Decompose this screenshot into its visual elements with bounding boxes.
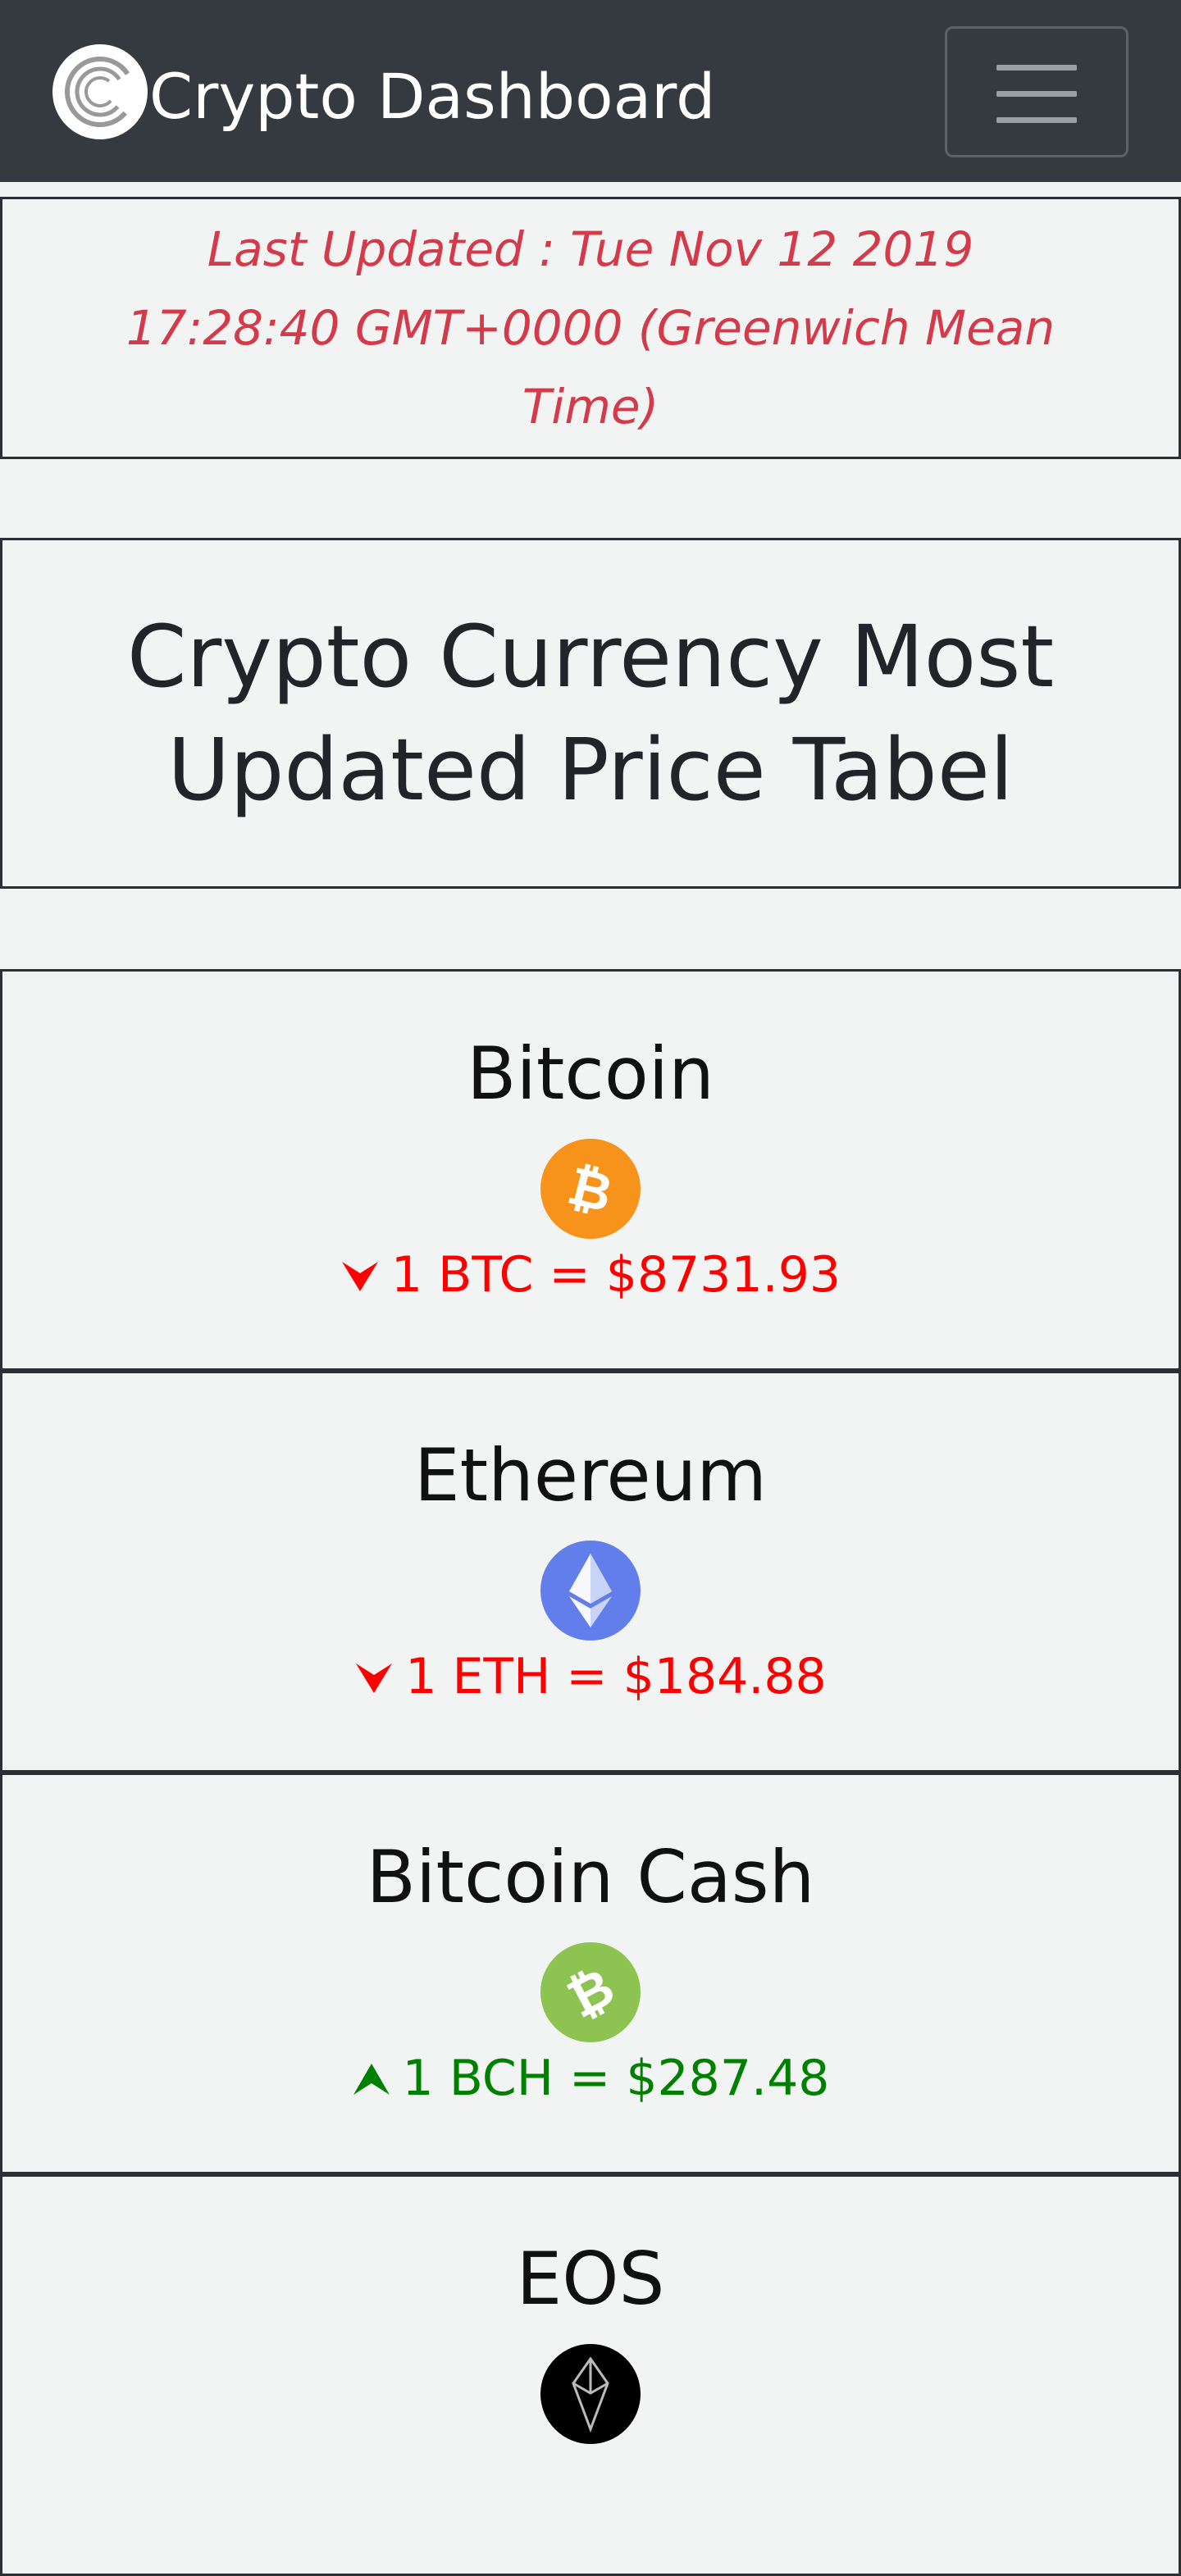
coin-card-eos: EOS <box>0 2174 1181 2576</box>
brand-logo-icon[interactable] <box>51 43 149 141</box>
coin-card-ethereum: Ethereum 1 ETH = $184.88 <box>0 1371 1181 1773</box>
menu-toggle-button[interactable] <box>945 26 1129 157</box>
coin-card-bitcoin-cash: Bitcoin Cash ₿ 1 BCH = $287.48 <box>0 1773 1181 2174</box>
last-updated-panel: Last Updated : Tue Nov 12 2019 17:28:40 … <box>0 197 1181 459</box>
hamburger-icon <box>996 65 1077 71</box>
coin-name: EOS <box>516 2237 665 2321</box>
coin-price: 1 BTC = $8731.93 <box>2 1242 1179 1308</box>
coin-price: 1 ETH = $184.88 <box>2 1644 1179 1709</box>
coin-price-text: 1 ETH = $184.88 <box>405 1648 827 1705</box>
ethereum-icon <box>540 1541 641 1641</box>
coin-price: 1 BCH = $287.48 <box>2 2046 1179 2111</box>
hamburger-icon-line <box>996 91 1077 97</box>
coin-name: Ethereum <box>414 1433 767 1518</box>
price-down-arrow-icon <box>356 1663 393 1693</box>
bitcoin-icon: ₿ <box>540 1139 641 1239</box>
eos-icon <box>540 2344 641 2444</box>
brand-title[interactable]: Crypto Dashboard <box>149 60 716 133</box>
price-down-arrow-icon <box>341 1262 378 1291</box>
top-navbar: Crypto Dashboard <box>0 0 1181 182</box>
coin-price-text: 1 BTC = $8731.93 <box>390 1246 841 1304</box>
hamburger-icon-line <box>996 117 1077 123</box>
coin-card-bitcoin: Bitcoin ₿ 1 BTC = $8731.93 <box>0 969 1181 1371</box>
coin-price-text: 1 BCH = $287.48 <box>402 2050 830 2107</box>
price-up-arrow-icon <box>353 2064 390 2095</box>
coin-name: Bitcoin <box>467 1031 714 1116</box>
bitcoin-cash-icon: ₿ <box>540 1942 641 2042</box>
page-heading-panel: Crypto Currency Most Updated Price Tabel <box>0 538 1181 889</box>
last-updated-text: Last Updated : Tue Nov 12 2019 17:28:40 … <box>125 221 1056 435</box>
page-title: Crypto Currency Most Updated Price Tabel <box>126 607 1055 820</box>
coin-name: Bitcoin Cash <box>366 1835 815 1919</box>
